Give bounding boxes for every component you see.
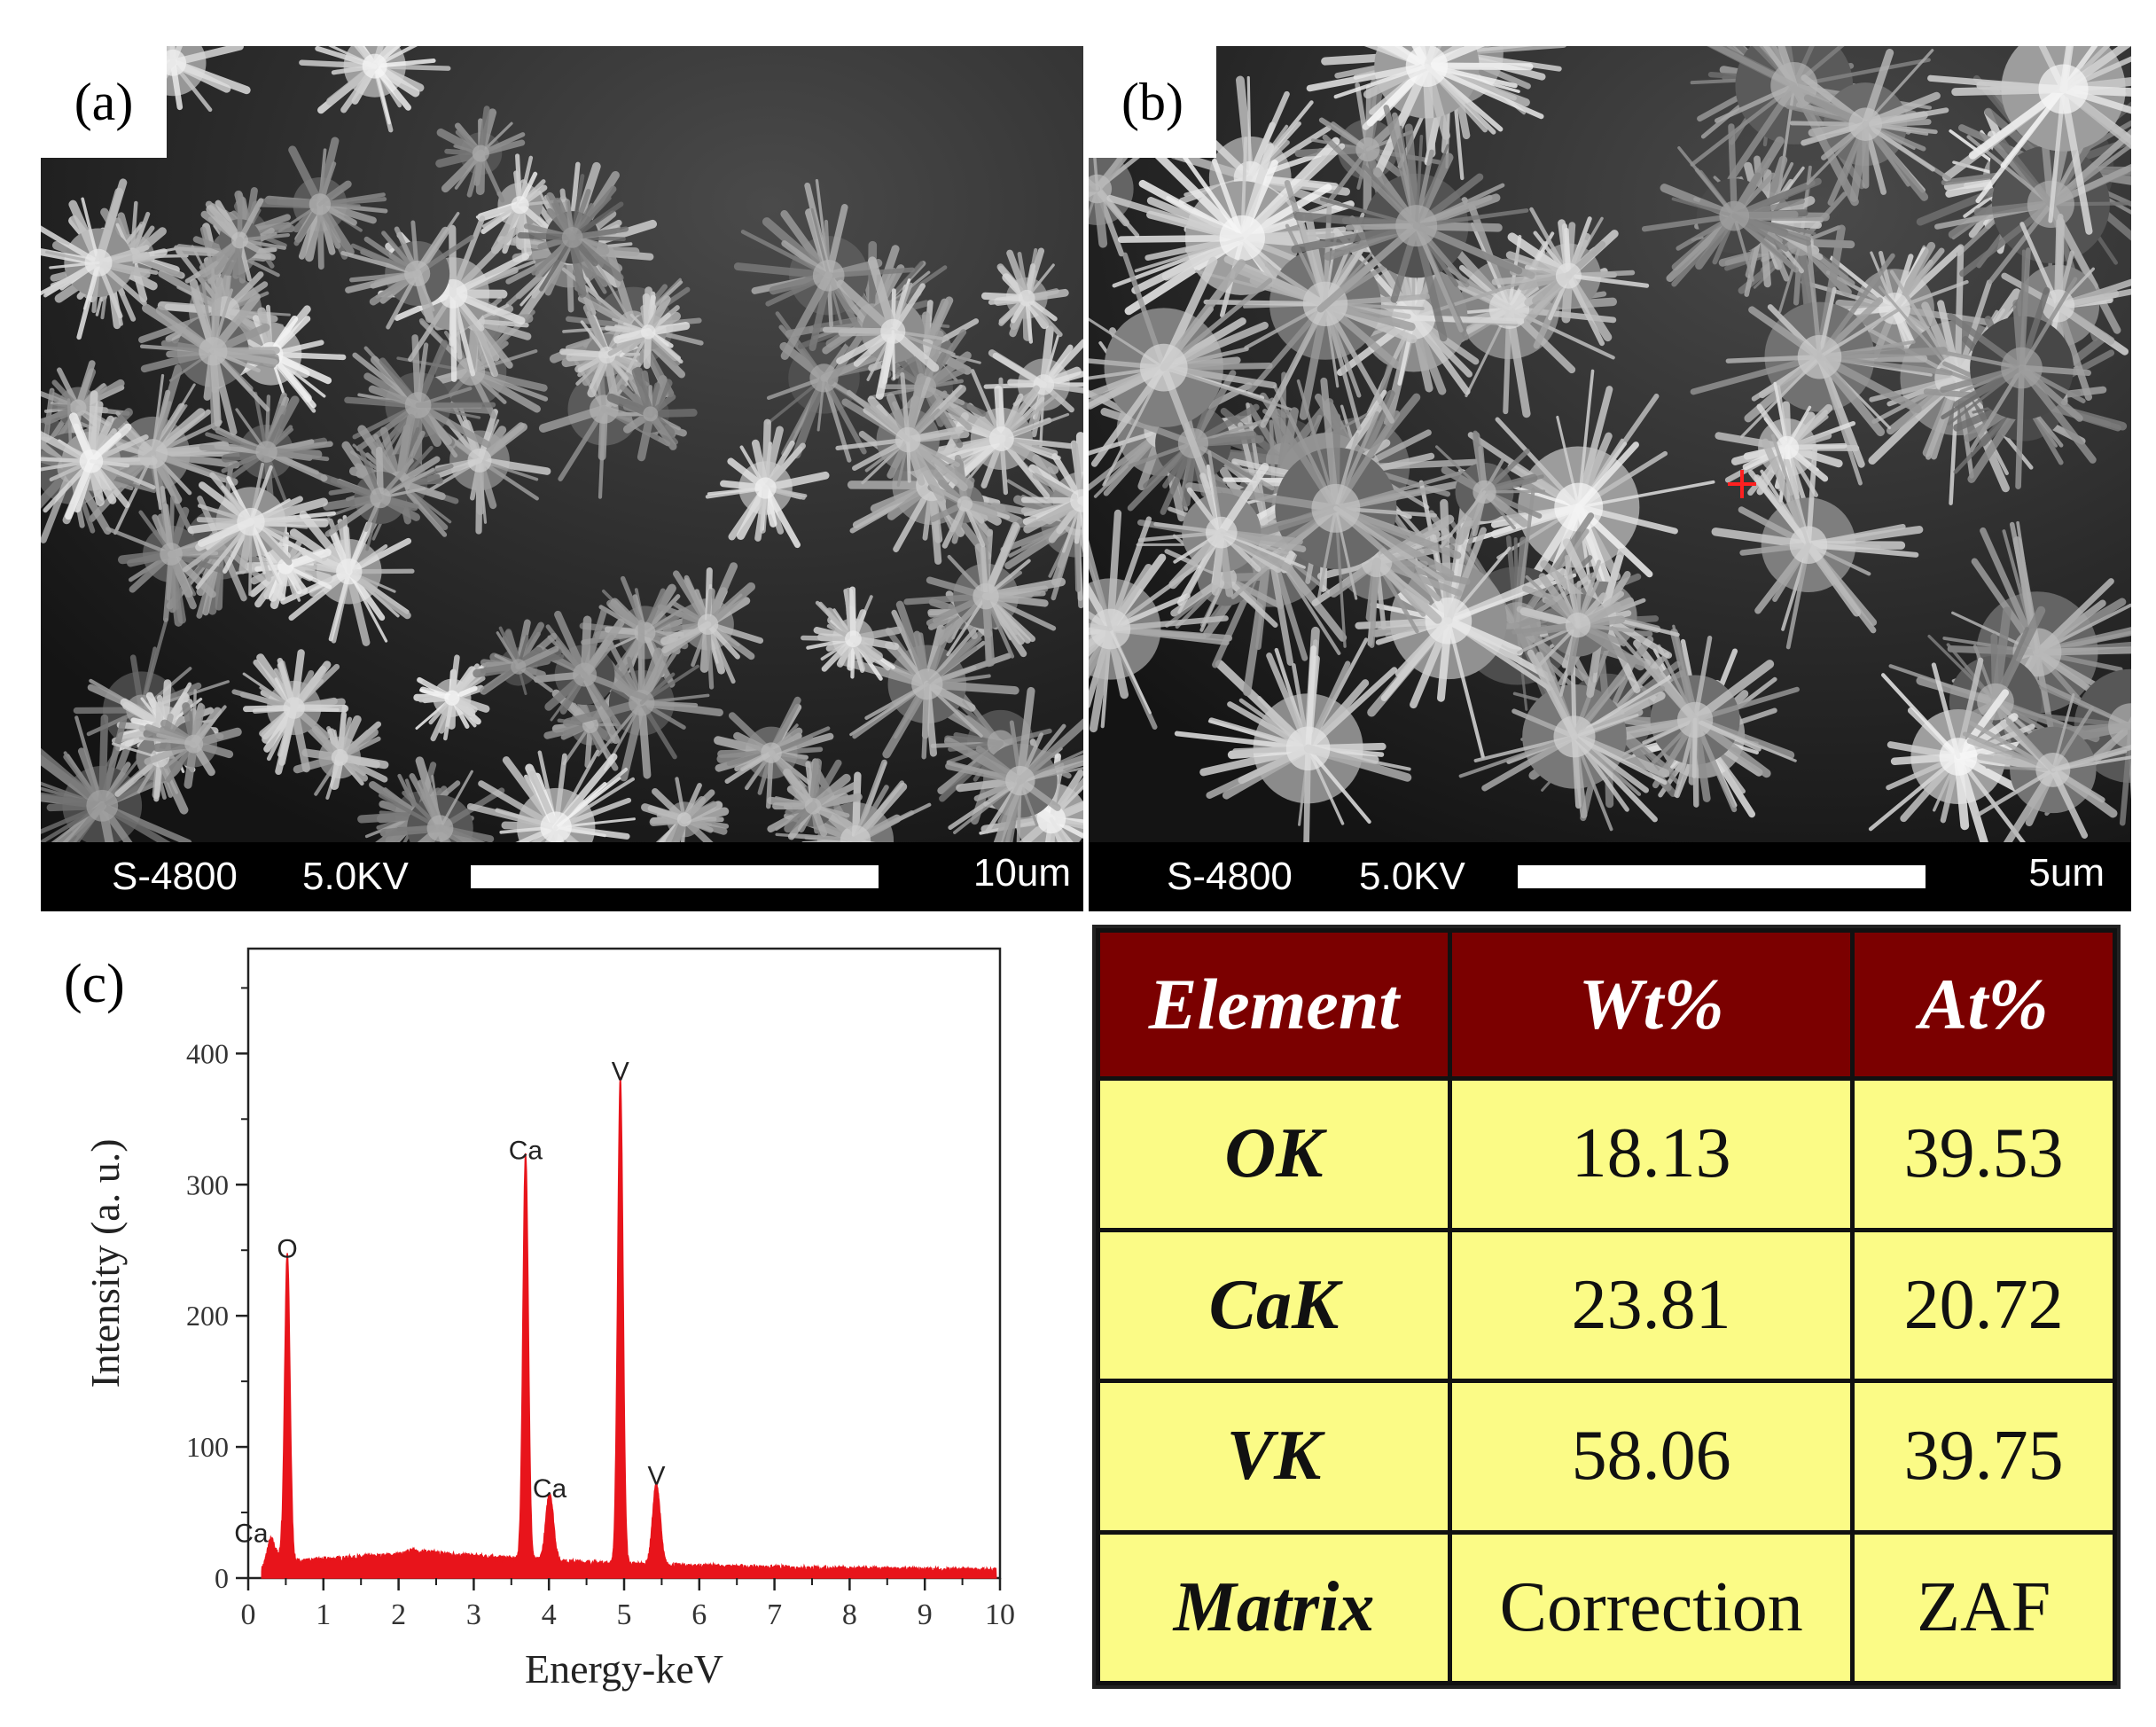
scale-label-b: 5um	[2028, 851, 2105, 895]
x-tick-label: 5	[617, 1598, 632, 1631]
y-tick-label: 0	[215, 1562, 229, 1594]
y-tick-label: 300	[186, 1168, 229, 1200]
y-tick-label: 400	[186, 1037, 229, 1069]
cell-at: 20.72	[1850, 1227, 2117, 1383]
sem-image-b: (b) S-4800 5.0KV 5um	[1089, 46, 2131, 911]
peak-label: Ca	[234, 1519, 269, 1548]
sem-micrograph-a	[41, 46, 1083, 842]
instrument-label-b: S-4800	[1167, 855, 1293, 898]
cell-wt: 58.06	[1447, 1379, 1855, 1535]
x-tick-label: 2	[391, 1598, 406, 1631]
cell-at: ZAF	[1850, 1529, 2117, 1685]
scale-bar-b	[1518, 865, 1926, 888]
cell-wt: 18.13	[1447, 1076, 1855, 1232]
x-tick-label: 8	[842, 1598, 857, 1631]
table-row: VK 58.06 39.75	[1096, 1379, 2117, 1535]
scale-label-a: 10um	[973, 851, 1071, 895]
peak-label: V	[647, 1461, 665, 1490]
x-tick-label: 7	[767, 1598, 782, 1631]
scale-bar-a	[471, 865, 879, 888]
cell-wt: Correction	[1447, 1529, 1855, 1685]
y-tick-label: 100	[186, 1431, 229, 1463]
table-header-row: Element Wt% At%	[1096, 928, 2117, 1081]
x-axis-label: Energy-keV	[525, 1646, 723, 1692]
panel-label-c: (c)	[64, 954, 125, 1014]
cell-at: 39.75	[1850, 1379, 2117, 1535]
edx-composition-table: Element Wt% At% OK 18.13 39.53 CaK 23.81…	[1092, 925, 2121, 1689]
table-row: Matrix Correction ZAF	[1096, 1529, 2117, 1685]
x-tick-label: 0	[241, 1598, 256, 1631]
peak-label: O	[277, 1234, 297, 1263]
panel-label-a: (a)	[41, 46, 167, 158]
cell-element: Matrix	[1096, 1529, 1452, 1685]
cell-at: 39.53	[1850, 1076, 2117, 1232]
peak-label: Ca	[533, 1474, 567, 1504]
table-row: OK 18.13 39.53	[1096, 1076, 2117, 1232]
cell-element: VK	[1096, 1379, 1452, 1535]
sem-info-bar-b: S-4800 5.0KV 5um	[1089, 842, 2131, 911]
header-element: Element	[1096, 928, 1452, 1081]
sem-info-bar-a: S-4800 5.0KV 10um	[41, 842, 1083, 911]
sem-image-a: (a) S-4800 5.0KV 10um	[41, 46, 1083, 911]
header-at: At%	[1850, 928, 2117, 1081]
x-tick-label: 9	[918, 1598, 933, 1631]
spectrum-series	[261, 1076, 997, 1579]
cell-wt: 23.81	[1447, 1227, 1855, 1383]
x-tick-label: 6	[691, 1598, 707, 1631]
panel-label-b: (b)	[1089, 46, 1216, 158]
voltage-label-a: 5.0KV	[302, 855, 409, 898]
peak-label: V	[612, 1058, 629, 1087]
peak-label: Ca	[509, 1136, 543, 1165]
x-tick-label: 4	[542, 1598, 557, 1631]
edx-spectrum-chart: 0 1 2 3 4 5 6 7 8 9 100100200300400CaOCaCaVVEnergy…	[82, 947, 1015, 1692]
x-tick-label: 1	[316, 1598, 331, 1631]
header-wt: Wt%	[1447, 928, 1855, 1081]
table-row: CaK 23.81 20.72	[1096, 1227, 2117, 1383]
x-tick-label: 10	[985, 1598, 1015, 1631]
measurement-crosshair	[1728, 470, 1756, 498]
instrument-label-a: S-4800	[112, 855, 238, 898]
cell-element: OK	[1096, 1076, 1452, 1232]
voltage-label-b: 5.0KV	[1359, 855, 1465, 898]
y-axis-label: Intensity (a. u.)	[82, 1138, 128, 1387]
x-tick-label: 3	[466, 1598, 481, 1631]
cell-element: CaK	[1096, 1227, 1452, 1383]
y-tick-label: 200	[186, 1300, 229, 1332]
